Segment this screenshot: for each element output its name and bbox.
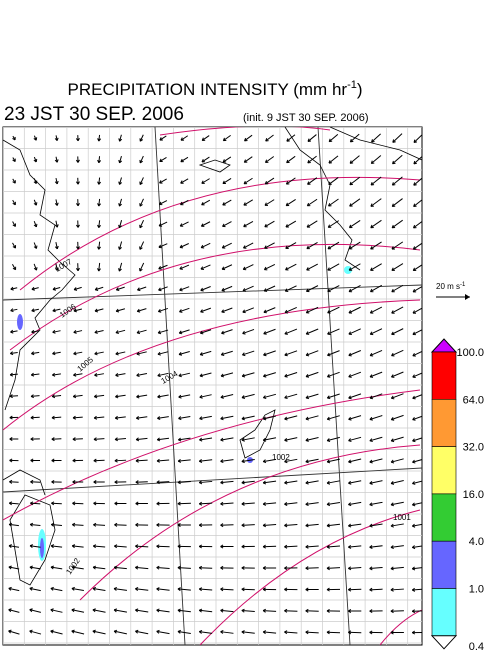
colorbar-label: 100.0 [456, 347, 484, 359]
title-text: PRECIPITATION INTENSITY (mm hr [67, 80, 347, 99]
wind-arrow [199, 503, 212, 504]
scale-label: 20 m s-1 [436, 282, 466, 291]
colorbar-label: 4.0 [469, 536, 484, 548]
wind-arrow [284, 611, 297, 612]
wind-arrow [93, 525, 105, 526]
title: PRECIPITATION INTENSITY (mm hr-1) [67, 79, 362, 99]
isobar-label: 1001 [393, 513, 411, 522]
colorbar-label: 32.0 [463, 442, 484, 454]
colorbar: 100.0 64.0 32.0 16.0 4.0 1.0 0.4 [432, 339, 484, 650]
colorbar-label: 0.4 [469, 641, 484, 650]
wind-arrow [114, 525, 126, 526]
wind-arrow [242, 589, 255, 590]
wind-arrow [115, 460, 126, 461]
colorbar-segment [432, 447, 456, 494]
valid-time: 23 JST 30 SEP. 2006 [4, 104, 184, 125]
wind-arrow [327, 568, 340, 569]
precip-area [40, 538, 44, 558]
wind-arrow [157, 482, 169, 483]
scale-text: 20 m s [436, 282, 460, 291]
wind-arrow [412, 611, 425, 612]
wind-arrow [284, 546, 297, 547]
precip-area [17, 314, 23, 330]
colorbar-segment [432, 352, 456, 399]
wind-arrow [327, 632, 340, 633]
title-end: ) [357, 80, 363, 99]
scale-sup: -1 [460, 282, 466, 288]
wind-arrow [157, 546, 170, 547]
scale-arrow-head [465, 294, 470, 300]
colorbar-segment [432, 399, 456, 446]
colorbar-bottom [432, 636, 456, 649]
init-time: (init. 9 JST 30 SEP. 2006) [243, 112, 369, 124]
colorbar-label: 16.0 [463, 489, 484, 501]
wind-arrow [370, 589, 383, 590]
colorbar-label: 1.0 [469, 584, 484, 596]
colorbar-segment [432, 494, 456, 541]
title-sup: -1 [347, 79, 357, 91]
colorbar-label: 64.0 [463, 394, 484, 406]
colorbar-segment [432, 541, 456, 588]
wind-arrow [199, 568, 212, 569]
wind-arrow [242, 525, 255, 526]
colorbar-segment [432, 589, 456, 636]
colorbar-top [432, 339, 456, 352]
